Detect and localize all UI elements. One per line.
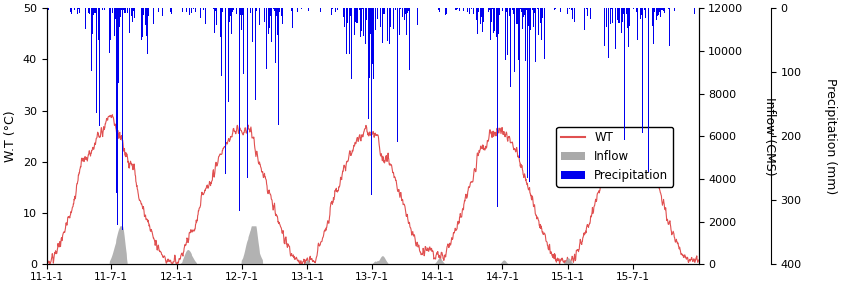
Y-axis label: Precipitation (mm): Precipitation (mm) xyxy=(824,78,837,194)
Y-axis label: W.T (°C): W.T (°C) xyxy=(4,110,17,162)
Y-axis label: Inflow (CMS): Inflow (CMS) xyxy=(763,97,776,176)
Legend: WT, Inflow, Precipitation: WT, Inflow, Precipitation xyxy=(557,126,673,187)
